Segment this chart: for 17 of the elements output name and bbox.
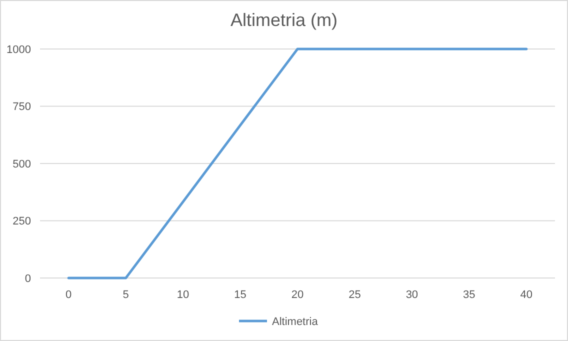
x-tick-label: 30: [406, 289, 418, 301]
line-series: [67, 48, 528, 280]
y-tick-label: 250: [12, 216, 31, 228]
legend-label: Altimetria: [272, 316, 319, 328]
y-tick-label: 0: [24, 272, 31, 285]
chart-title: Altimetria (m): [230, 10, 338, 30]
x-tick-label: 40: [520, 289, 533, 301]
x-tick-label: 10: [176, 289, 190, 301]
x-tick-label: 35: [463, 289, 476, 301]
x-tick-label: 25: [348, 289, 361, 301]
x-tick-label: 20: [291, 289, 304, 301]
x-tick-label: 0: [66, 289, 72, 301]
y-tick-label: 500: [12, 158, 31, 170]
x-tick-label: 15: [234, 289, 246, 301]
y-tick-label: 1000: [6, 44, 31, 56]
y-tick-label: 750: [12, 101, 31, 114]
x-tick-label: 5: [122, 289, 129, 301]
